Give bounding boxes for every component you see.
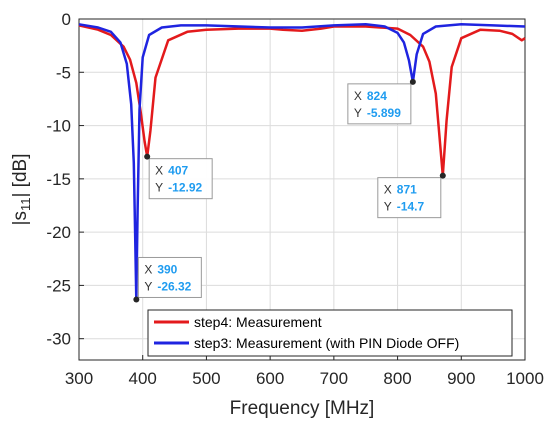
axes-frame (78, 18, 526, 361)
legend-box (147, 309, 513, 357)
datatip-x-value: 824 (367, 89, 387, 103)
datatip[interactable]: X 390 Y -26.32 (133, 256, 202, 303)
datatip-y-value: -14.7 (397, 200, 425, 214)
datatip[interactable]: X 824 Y -5.899 (347, 78, 416, 125)
y-axis-label-main: |s (10, 211, 31, 225)
y-tick-label: 0 (62, 10, 71, 29)
x-tick-label: 500 (192, 369, 220, 388)
datatip-marker (144, 153, 151, 160)
y-tick-label: -20 (46, 223, 71, 242)
datatip-y-key: Y (384, 200, 392, 214)
y-tick-label: -15 (46, 170, 71, 189)
x-tick-label: 600 (256, 369, 284, 388)
legend: step4: Measurement step3: Measurement (w… (147, 309, 513, 357)
datatip-x-value: 390 (157, 262, 177, 276)
datatip-box (377, 177, 442, 219)
y-tick-label: -25 (46, 276, 71, 295)
datatip-marker (439, 172, 446, 179)
x-tick-label: 300 (65, 369, 93, 388)
x-tick-label: 800 (383, 369, 411, 388)
datatip-y-value: -12.92 (168, 181, 202, 195)
datatip-y-key: Y (155, 181, 163, 195)
datatip-marker (409, 78, 416, 85)
datatip-box (137, 256, 202, 298)
datatip-x-value: 407 (168, 164, 188, 178)
datatip-marker (133, 296, 140, 303)
y-tick-label: -5 (56, 63, 71, 82)
y-axis-ticks: 0 -5 -10 -15 -20 -25 -30 (46, 10, 84, 349)
datatip[interactable]: X 407 Y -12.92 (144, 153, 213, 200)
datatip-y-value: -26.32 (157, 279, 191, 293)
grid (78, 18, 526, 360)
y-tick-label: -30 (46, 330, 71, 349)
x-tick-label: 400 (129, 369, 157, 388)
x-tick-label: 1000 (506, 369, 544, 388)
datatip-x-key: X (144, 262, 152, 276)
datatip-x-key: X (155, 164, 163, 178)
y-tick-label: -10 (46, 117, 71, 136)
datatip-y-key: Y (144, 279, 152, 293)
series-line-step3 (78, 23, 526, 301)
datatip-x-value: 871 (397, 183, 417, 197)
datatips: X 407 Y -12.92 X 390 Y -26.32 X 824 Y -5.899 X 871 Y -1… (133, 78, 446, 303)
datatip-x-key: X (384, 183, 392, 197)
x-tick-label: 700 (320, 369, 348, 388)
datatip[interactable]: X 871 Y -14.7 (377, 172, 446, 219)
x-axis-label: Frequency [MHz] (230, 398, 375, 419)
y-axis-label: |s11| [dB] (10, 154, 33, 226)
legend-entry-step3: step3: Measurement (with PIN Diode OFF) (194, 335, 459, 351)
datatip-y-key: Y (354, 106, 362, 120)
datatip-x-key: X (354, 89, 362, 103)
series-lines (78, 23, 526, 301)
datatip-box (148, 158, 213, 200)
datatip-box (347, 83, 412, 125)
y-axis-label-sub: 11 (18, 198, 33, 212)
x-tick-label: 900 (447, 369, 475, 388)
datatip-y-value: -5.899 (367, 106, 401, 120)
y-axis-label-tail: | [dB] (10, 154, 31, 198)
legend-entry-step4: step4: Measurement (194, 314, 322, 330)
x-axis-ticks: 300 400 500 600 700 800 900 1000 (65, 355, 544, 388)
